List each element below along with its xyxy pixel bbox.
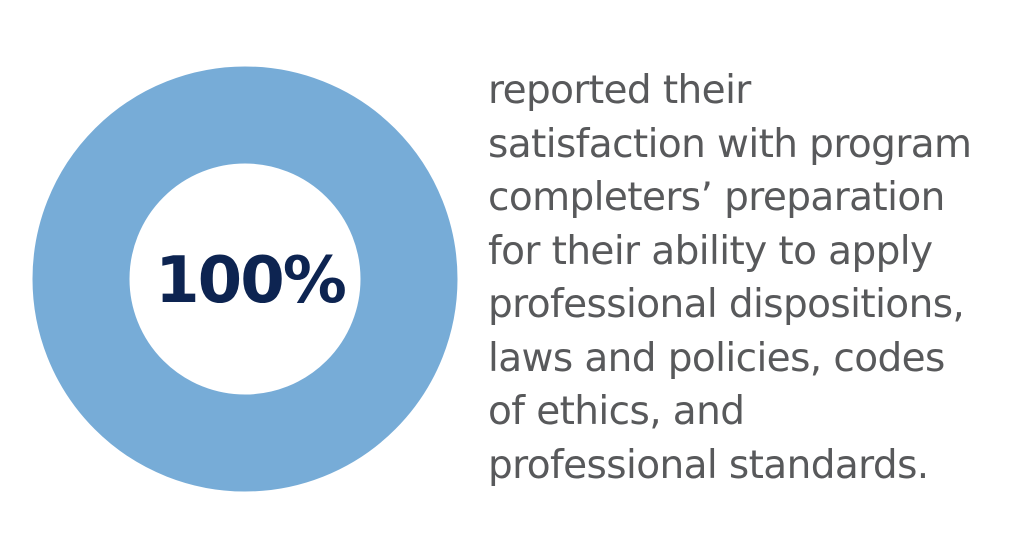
donut-ring-slice [32, 66, 458, 492]
description-line: completers’ preparation [488, 175, 945, 220]
description-line: reported their [488, 68, 751, 113]
description-line: satisfaction with program [488, 121, 972, 167]
description-line: for their ability to apply [488, 228, 933, 274]
description-line: professional standards. [488, 442, 929, 488]
description-line: professional dispositions, [488, 282, 965, 327]
donut-chart: 100% [32, 66, 458, 492]
description-text: reported their satisfaction with program… [488, 64, 1008, 492]
description-line: laws and policies, codes [488, 335, 945, 381]
description-line: of ethics, and [488, 389, 745, 434]
donut-center-label: 100% [155, 244, 346, 318]
